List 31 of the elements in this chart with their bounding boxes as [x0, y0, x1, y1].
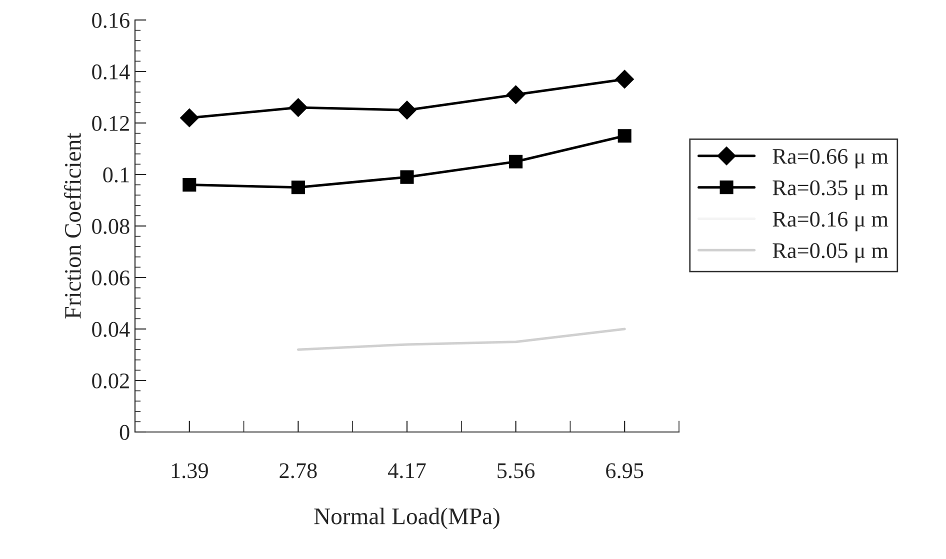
y-tick-label: 0.16	[92, 12, 130, 28]
y-tick-label: 0.12	[92, 116, 129, 132]
y-tick-label: 0.08	[92, 218, 130, 234]
legend-label: Ra=0.05 μ m	[772, 243, 888, 263]
y-tick-label: 0.1	[103, 167, 129, 183]
x-tick-label: 6.95	[606, 463, 644, 478]
point	[615, 70, 634, 89]
point	[291, 180, 305, 194]
legend-label: Ra=0.66 μ m	[772, 148, 888, 168]
line-series	[296, 328, 626, 351]
x-axis-title: Normal Load(MPa)	[314, 508, 500, 530]
point	[398, 100, 416, 120]
legend-label: Ra=0.35 μ m	[772, 180, 888, 200]
y-tick-label: 0.14	[92, 64, 130, 80]
x-tick-label: 5.56	[498, 463, 535, 478]
point	[509, 154, 523, 168]
y-tick-label: 0.06	[92, 270, 130, 286]
y-tick-label: 0.04	[92, 322, 130, 338]
point	[182, 178, 196, 192]
x-tick-label: 4.17	[388, 463, 426, 478]
x-tick-label: 1.39	[172, 463, 208, 478]
point	[180, 108, 199, 128]
x-tick-label: 2.78	[280, 463, 317, 478]
point	[506, 85, 526, 104]
point	[618, 129, 632, 143]
legend-label: Ra=0.16 μ m	[772, 212, 888, 232]
point	[400, 170, 414, 184]
y-tick-label: 0	[120, 424, 130, 440]
point	[288, 98, 308, 117]
y-axis-title: Friction Coefficient	[64, 132, 81, 319]
y-tick-label: 0.02	[92, 373, 129, 389]
